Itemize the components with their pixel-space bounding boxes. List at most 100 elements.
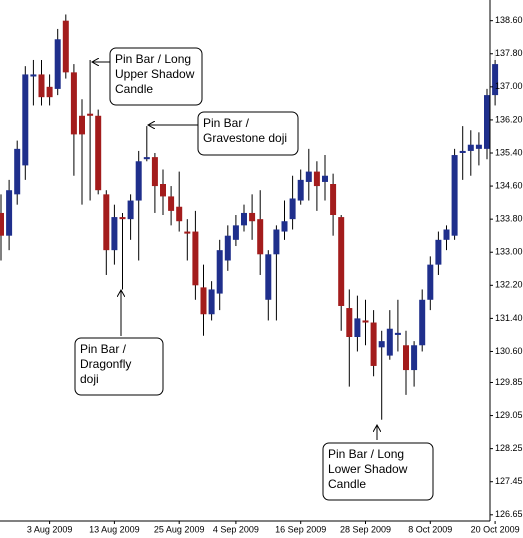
y-tick-label: 134.60 (495, 180, 523, 190)
y-tick-label: 136.20 (495, 114, 523, 124)
candle-body (232, 225, 239, 240)
annotation-text: Pin Bar / Long (115, 52, 191, 66)
annotation-box (322, 442, 434, 501)
candle-body (257, 219, 264, 255)
y-tick-label: 138.60 (495, 15, 523, 25)
candle-body (216, 250, 223, 294)
annotation-text: Upper Shadow (115, 67, 195, 81)
candle-body (151, 157, 158, 187)
candle-body (411, 345, 418, 371)
candle-body (273, 229, 280, 255)
candle-body (451, 155, 458, 236)
candle-body (0, 212, 4, 236)
candle-body (111, 217, 118, 251)
candle-body (443, 229, 450, 240)
candle-body (289, 198, 296, 220)
annotation-text: Lower Shadow (328, 462, 408, 476)
annotation-box (74, 337, 164, 396)
candle-body (241, 212, 247, 226)
candle-body (435, 239, 442, 265)
candle-body (119, 217, 126, 220)
y-tick-label: 130.60 (495, 346, 523, 356)
candle-body (265, 254, 272, 300)
candle-body (386, 328, 393, 356)
candle-body (22, 74, 29, 166)
y-tick-label: 127.45 (495, 476, 523, 486)
candle-body (394, 332, 401, 335)
candle-body (62, 20, 69, 73)
candle-body (87, 113, 94, 116)
candle-body (184, 231, 191, 234)
candle-body (338, 217, 345, 306)
x-tick-label: 4 Sep 2009 (213, 524, 259, 534)
x-tick-label: 28 Sep 2009 (340, 524, 391, 534)
x-tick-label: 16 Sep 2009 (275, 524, 326, 534)
candle-body (54, 39, 61, 89)
candle-body (492, 64, 499, 96)
x-tick-label: 8 Oct 2009 (408, 524, 452, 534)
candle-body (30, 74, 37, 77)
candle-body (459, 150, 466, 153)
candle-body (378, 341, 385, 348)
annotation-text: Candle (115, 82, 153, 96)
candle-body (427, 264, 434, 300)
candle-body (419, 299, 426, 346)
candle-body (281, 221, 288, 232)
candle-body (313, 171, 320, 187)
candle-body (330, 184, 337, 216)
annotation-text: Dragonfly (80, 357, 131, 371)
candle-body (305, 171, 312, 182)
annotation-box (109, 47, 203, 106)
candle-body (38, 74, 45, 98)
y-tick-label: 129.85 (495, 377, 523, 387)
y-tick-label: 137.80 (495, 48, 523, 58)
x-tick-label: 3 Aug 2009 (27, 524, 73, 534)
candle-body (370, 322, 377, 366)
x-tick-label: 13 Aug 2009 (89, 524, 140, 534)
annotation-text: doji (80, 372, 99, 386)
y-tick-label: 126.65 (495, 509, 523, 519)
y-tick-label: 132.20 (495, 280, 523, 290)
candle-body (467, 144, 474, 151)
candle-body (322, 175, 328, 182)
annotation-text: Pin Bar / (80, 342, 127, 356)
candle-body (95, 115, 102, 191)
candle-body (192, 231, 199, 286)
annotation-text: Candle (328, 477, 366, 491)
candle-body (168, 196, 175, 211)
candle-body (6, 190, 13, 236)
candle-body (160, 184, 166, 197)
y-tick-label: 128.25 (495, 443, 523, 453)
candle-body (127, 200, 134, 220)
annotation-text: Pin Bar / (203, 116, 250, 130)
y-tick-label: 133.00 (495, 247, 523, 257)
candle-body (176, 206, 183, 222)
y-tick-label: 131.40 (495, 313, 523, 323)
candle-body (70, 72, 77, 135)
candle-body (249, 212, 256, 222)
candle-body (14, 148, 21, 195)
candle-body (143, 157, 150, 160)
candle-body (135, 161, 142, 201)
x-tick-label: 25 Aug 2009 (154, 524, 205, 534)
candle-body (362, 320, 369, 323)
y-tick-label: 133.80 (495, 214, 523, 224)
candle-body (200, 287, 207, 315)
y-tick-label: 129.05 (495, 410, 523, 420)
candle-body (346, 308, 353, 337)
candle-body (475, 144, 482, 149)
candle-body (484, 95, 490, 149)
candle-body (46, 86, 53, 98)
candle-body (403, 345, 409, 371)
candle-body (224, 235, 231, 261)
candle-body (208, 289, 215, 315)
candle-body (354, 318, 361, 337)
candle-body (297, 179, 304, 201)
annotation-text: Gravestone doji (203, 131, 287, 145)
candle-body (103, 194, 110, 251)
candle-body (79, 115, 85, 135)
